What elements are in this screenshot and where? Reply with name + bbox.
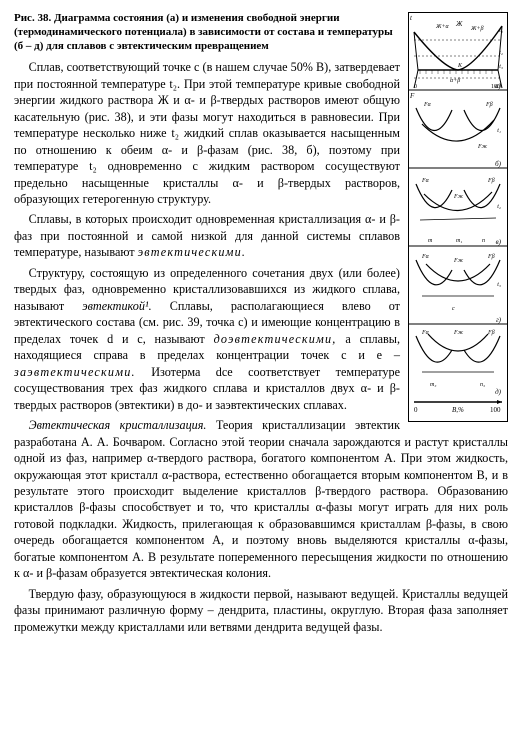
svg-text:Fβ: Fβ: [487, 330, 495, 336]
para3-em2: доэвтектическими,: [214, 332, 337, 346]
svg-text:Fβ: Fβ: [487, 254, 495, 260]
para4-head: Эвтектическая кристаллизация.: [29, 418, 207, 432]
svg-text:Fж: Fж: [453, 194, 464, 200]
svg-text:0: 0: [414, 406, 418, 414]
svg-text:m₃: m₃: [430, 382, 436, 388]
paragraph-4: Эвтектическая кристаллизация. Теория кри…: [14, 417, 508, 582]
svg-text:m: m: [428, 238, 433, 244]
svg-text:Ж+α: Ж+α: [435, 24, 450, 30]
svg-text:д): д): [495, 388, 502, 396]
svg-text:t₃: t₃: [499, 64, 503, 70]
svg-text:m₁: m₁: [456, 238, 462, 244]
para4-body: Теория кристаллизации эвтектик разработа…: [14, 418, 508, 580]
svg-text:α+β: α+β: [450, 78, 460, 84]
svg-text:Fα: Fα: [423, 102, 432, 108]
svg-text:Fж: Fж: [453, 258, 464, 264]
svg-text:Ж: Ж: [455, 20, 463, 28]
svg-text:Fα: Fα: [421, 254, 430, 260]
svg-text:Fβ: Fβ: [487, 178, 495, 184]
svg-text:F: F: [409, 92, 415, 100]
svg-text:Fж: Fж: [477, 144, 488, 150]
svg-text:100: 100: [491, 84, 500, 90]
svg-text:100: 100: [490, 406, 501, 414]
svg-text:Fж: Fж: [453, 330, 464, 336]
para3-em1: эвтектикой¹.: [82, 299, 151, 313]
para3-em3: заэвтектическими.: [14, 365, 136, 379]
svg-text:в): в): [496, 238, 502, 246]
svg-text:n: n: [482, 238, 485, 244]
svg-text:Fα: Fα: [421, 330, 430, 336]
svg-text:t₁: t₁: [497, 128, 501, 134]
figure-38: t Ж+α Ж Ж+β α+β K t₁ t₂ t₃: [408, 12, 508, 422]
svg-text:б): б): [495, 160, 502, 168]
svg-text:n₃: n₃: [480, 382, 485, 388]
svg-text:Ж+β: Ж+β: [470, 26, 484, 32]
svg-text:Fβ: Fβ: [485, 102, 493, 108]
svg-text:t₂: t₂: [497, 204, 501, 210]
paragraph-5: Твердую фазу, образующуюся в жидкости пе…: [14, 586, 508, 635]
svg-text:B,%: B,%: [452, 406, 464, 414]
svg-text:0: 0: [414, 84, 417, 90]
para2-em: эвтектическими.: [138, 245, 247, 259]
svg-text:г): г): [496, 316, 502, 324]
svg-text:t₂: t₂: [499, 50, 503, 56]
svg-text:Fα: Fα: [421, 178, 430, 184]
svg-text:c: c: [452, 306, 455, 312]
svg-text:t₁: t₁: [499, 28, 503, 34]
svg-text:t₃: t₃: [497, 282, 501, 288]
